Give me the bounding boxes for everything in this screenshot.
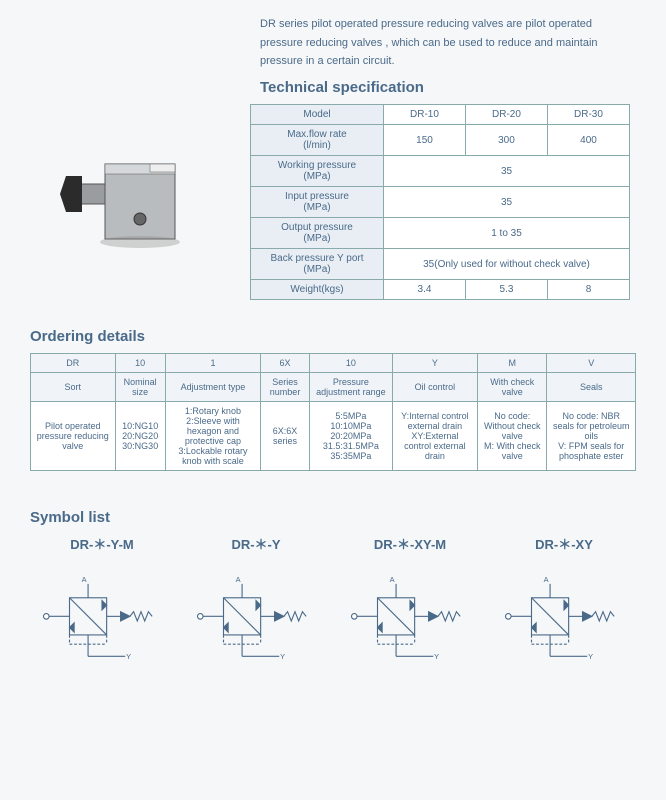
symbol-diagram: A Y [338, 571, 482, 674]
order-code: 10 [115, 354, 165, 373]
spec-row-label: Back pressure Y port(MPa) [251, 249, 384, 280]
order-header: Adjustment type [165, 373, 260, 402]
order-header: Oil control [392, 373, 477, 402]
spec-cell: 5.3 [465, 280, 547, 300]
spec-cell: 1 to 35 [384, 218, 630, 249]
spec-cell: 150 [384, 125, 466, 156]
order-detail: No code: NBR seals for petroleum oilsV: … [547, 402, 636, 471]
order-code: V [547, 354, 636, 373]
svg-text:A: A [82, 575, 87, 584]
order-detail: Y:Internal control external drainXY:Exte… [392, 402, 477, 471]
symbol-label: DR-＊-Y [184, 534, 328, 553]
spec-cell: DR-30 [547, 105, 629, 125]
order-header: Seals [547, 373, 636, 402]
symbol-block: DR-＊-XY-M A Y [338, 534, 482, 674]
symbol-label: DR-＊-XY [492, 534, 636, 553]
spec-row-label: Weight(kgs) [251, 280, 384, 300]
intro-text: DR series pilot operated pressure reduci… [260, 15, 636, 71]
order-detail: Pilot operated pressure reducing valve [31, 402, 116, 471]
symbol-diagram: A Y [30, 571, 174, 674]
symbol-block: DR-＊-XY A Y [492, 534, 636, 674]
ordering-table: DR1016X10YMVSortNominal sizeAdjustment t… [30, 353, 636, 471]
spec-cell: DR-10 [384, 105, 466, 125]
svg-text:Y: Y [126, 652, 131, 661]
order-detail: 6X:6X series [261, 402, 310, 471]
symbol-diagram: A Y [184, 571, 328, 674]
symbol-block: DR-＊-Y A Y [184, 534, 328, 674]
order-code: Y [392, 354, 477, 373]
spec-row-label: Max.flow rate(l/min) [251, 125, 384, 156]
spec-cell: 300 [465, 125, 547, 156]
order-header: Series number [261, 373, 310, 402]
symbol-label: DR-＊-Y-M [30, 534, 174, 553]
order-detail: No code: Without check valveM: With chec… [478, 402, 547, 471]
spec-cell: 3.4 [384, 280, 466, 300]
spec-cell: 8 [547, 280, 629, 300]
order-header: Pressure adjustment range [310, 373, 393, 402]
svg-text:Y: Y [434, 652, 439, 661]
ordering-title: Ordering details [30, 328, 636, 345]
order-detail: 1:Rotary knob2:Sleeve with hexagon and p… [165, 402, 260, 471]
spec-row-label: Model [251, 105, 384, 125]
spec-table: ModelDR-10DR-20DR-30 Max.flow rate(l/min)… [250, 104, 630, 300]
order-code: DR [31, 354, 116, 373]
spec-cell: DR-20 [465, 105, 547, 125]
spec-row-label: Input pressure(MPa) [251, 187, 384, 218]
symbol-label: DR-＊-XY-M [338, 534, 482, 553]
order-code: 10 [310, 354, 393, 373]
spec-row-label: Output pressure(MPa) [251, 218, 384, 249]
symbol-block: DR-＊-Y-M A Y [30, 534, 174, 674]
spec-row-label: Working pressure(MPa) [251, 156, 384, 187]
order-header: With check valve [478, 373, 547, 402]
symbol-diagram: A Y [492, 571, 636, 674]
spec-title: Technical specification [260, 79, 636, 96]
order-header: Sort [31, 373, 116, 402]
order-code: 1 [165, 354, 260, 373]
order-code: 6X [261, 354, 310, 373]
svg-text:Y: Y [588, 652, 593, 661]
product-image [30, 104, 230, 284]
spec-cell: 35 [384, 156, 630, 187]
spec-cell: 35(Only used for without check valve) [384, 249, 630, 280]
spec-cell: 400 [547, 125, 629, 156]
order-header: Nominal size [115, 373, 165, 402]
svg-text:Y: Y [280, 652, 285, 661]
symbol-title: Symbol list [30, 509, 636, 526]
spec-cell: 35 [384, 187, 630, 218]
order-detail: 5:5MPa10:10MPa20:20MPa31.5:31.5MPa35:35M… [310, 402, 393, 471]
svg-text:A: A [544, 575, 549, 584]
symbol-row: DR-＊-Y-M A Y DR-＊-Y A [30, 534, 636, 674]
svg-text:A: A [236, 575, 241, 584]
svg-text:A: A [390, 575, 395, 584]
order-code: M [478, 354, 547, 373]
order-detail: 10:NG1020:NG2030:NG30 [115, 402, 165, 471]
